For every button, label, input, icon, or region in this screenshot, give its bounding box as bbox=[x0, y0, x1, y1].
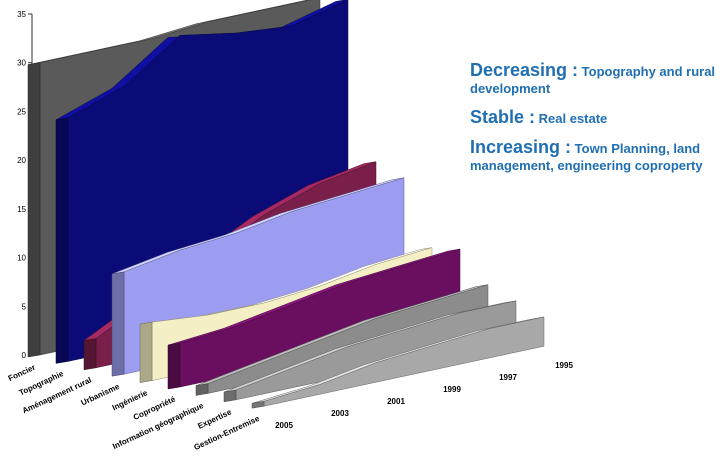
area-front bbox=[251, 401, 265, 409]
y-tick-label: 10 bbox=[17, 254, 26, 263]
area-front bbox=[111, 271, 125, 377]
y-tick-label: 15 bbox=[17, 205, 26, 214]
note-text: Town Planning, land management, engineer… bbox=[470, 141, 703, 173]
area bbox=[263, 316, 545, 407]
y-tick-label: 30 bbox=[17, 59, 26, 68]
note-text: Topography and rural development bbox=[470, 64, 716, 96]
area-front bbox=[139, 321, 153, 383]
notes: Decreasing : Topography and rural develo… bbox=[470, 60, 720, 186]
series-label: Foncier bbox=[7, 363, 37, 383]
area-front bbox=[195, 383, 209, 396]
area-front bbox=[167, 342, 181, 390]
x-tick-label: 1999 bbox=[443, 385, 461, 394]
x-tick-label: 2005 bbox=[275, 421, 293, 430]
y-tick-label: 5 bbox=[22, 302, 27, 311]
area-front bbox=[223, 389, 237, 403]
note: Increasing : Town Planning, land managem… bbox=[470, 137, 720, 174]
note-label: Stable : bbox=[470, 107, 536, 127]
series-label: Aménagement rural bbox=[21, 375, 93, 415]
note: Stable : Real estate bbox=[470, 107, 720, 127]
x-tick-label: 1997 bbox=[499, 373, 517, 382]
y-tick-label: 35 bbox=[17, 10, 26, 19]
area-front bbox=[27, 62, 41, 358]
x-tick-label: 2003 bbox=[331, 409, 349, 418]
note-text: Real estate bbox=[538, 111, 608, 126]
y-tick-label: 0 bbox=[22, 351, 27, 360]
area-front bbox=[83, 338, 97, 371]
note-label: Decreasing : bbox=[470, 60, 579, 80]
note-label: Increasing : bbox=[470, 137, 572, 157]
y-tick-label: 25 bbox=[17, 107, 26, 116]
note: Decreasing : Topography and rural develo… bbox=[470, 60, 720, 97]
x-tick-label: 1995 bbox=[555, 361, 573, 370]
area-front bbox=[55, 117, 69, 364]
y-tick-label: 20 bbox=[17, 156, 26, 165]
x-tick-label: 2001 bbox=[387, 397, 405, 406]
